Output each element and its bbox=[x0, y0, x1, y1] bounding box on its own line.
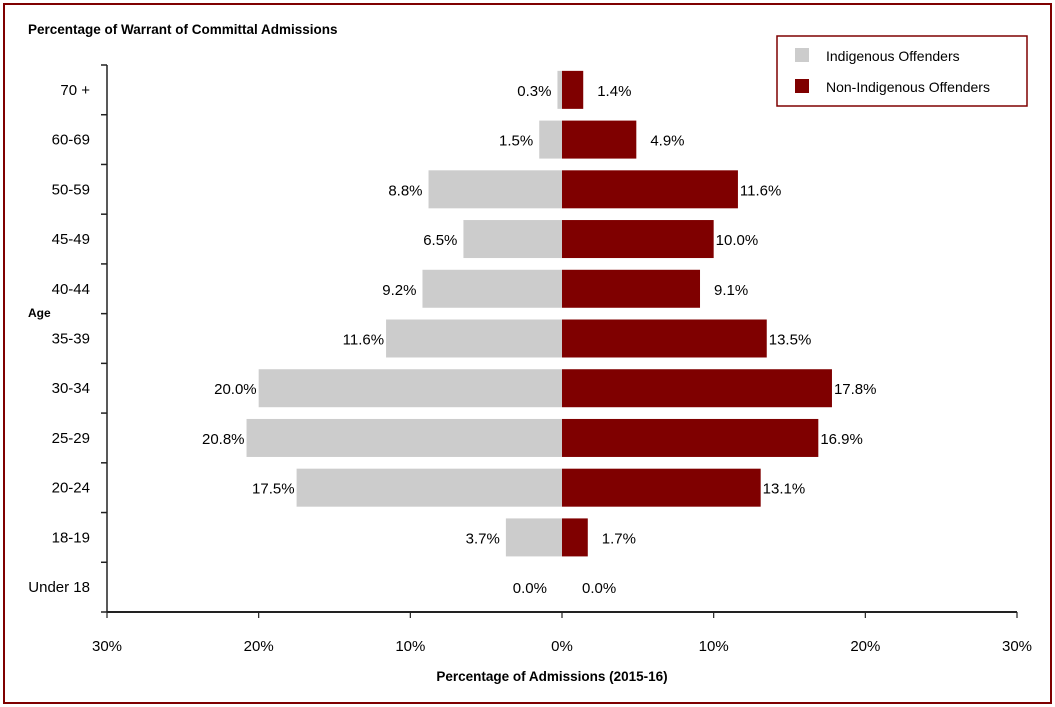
non-indigenous-bar bbox=[562, 269, 701, 308]
y-tick-label: 18-19 bbox=[52, 529, 90, 546]
non-indigenous-data-label: 13.1% bbox=[763, 481, 806, 498]
indigenous-data-label: 20.8% bbox=[202, 431, 245, 448]
non-indigenous-bar bbox=[562, 369, 832, 408]
y-tick-label: 60-69 bbox=[52, 132, 90, 149]
non-indigenous-data-label: 17.8% bbox=[834, 381, 877, 398]
legend: Indigenous Offenders Non-Indigenous Offe… bbox=[776, 35, 1028, 107]
indigenous-data-label: 17.5% bbox=[252, 481, 295, 498]
x-tick-label: 30% bbox=[1002, 638, 1032, 655]
non-indigenous-data-label: 11.6% bbox=[740, 182, 781, 199]
x-tick-label: 10% bbox=[395, 638, 425, 655]
non-indigenous-data-label: 1.7% bbox=[602, 530, 636, 547]
indigenous-bar bbox=[246, 418, 563, 457]
indigenous-data-label: 6.5% bbox=[423, 232, 457, 249]
x-tick-label: 10% bbox=[699, 638, 729, 655]
y-tick-label: Under 18 bbox=[28, 579, 90, 596]
indigenous-data-label: 0.0% bbox=[513, 580, 547, 597]
x-tick-label: 20% bbox=[850, 638, 880, 655]
y-tick-label: 35-39 bbox=[52, 331, 90, 348]
non-indigenous-bar bbox=[562, 120, 637, 159]
indigenous-bar bbox=[505, 518, 562, 557]
y-tick-label: 30-34 bbox=[52, 380, 90, 397]
indigenous-bar bbox=[557, 70, 562, 109]
indigenous-bar bbox=[428, 170, 562, 209]
x-tick-label: 20% bbox=[244, 638, 274, 655]
indigenous-bar bbox=[422, 269, 562, 308]
legend-swatch-non-indigenous bbox=[795, 79, 809, 93]
indigenous-data-label: 1.5% bbox=[499, 133, 533, 150]
indigenous-bar bbox=[258, 369, 562, 408]
non-indigenous-bar bbox=[562, 418, 819, 457]
y-tick-label: 50-59 bbox=[52, 181, 90, 198]
y-tick-label: 70 + bbox=[60, 82, 90, 99]
x-tick-label: 0% bbox=[551, 638, 573, 655]
non-indigenous-bar bbox=[562, 518, 588, 557]
non-indigenous-data-label: 10.0% bbox=[716, 232, 759, 249]
non-indigenous-data-label: 16.9% bbox=[820, 431, 863, 448]
legend-label-non-indigenous: Non-Indigenous Offenders bbox=[826, 79, 990, 95]
indigenous-data-label: 8.8% bbox=[388, 182, 422, 199]
non-indigenous-data-label: 0.0% bbox=[582, 580, 616, 597]
legend-swatch-indigenous bbox=[795, 48, 809, 62]
indigenous-data-label: 0.3% bbox=[517, 83, 551, 100]
x-tick-label: 30% bbox=[92, 638, 122, 655]
non-indigenous-data-label: 4.9% bbox=[650, 133, 684, 150]
non-indigenous-bar bbox=[562, 220, 714, 259]
indigenous-data-label: 9.2% bbox=[382, 282, 416, 299]
non-indigenous-bar bbox=[562, 468, 761, 507]
non-indigenous-bar bbox=[562, 319, 767, 358]
chart-frame bbox=[3, 3, 1052, 704]
y-axis-label: Age bbox=[28, 306, 51, 320]
indigenous-data-label: 11.6% bbox=[343, 332, 384, 349]
x-axis-label: Percentage of Admissions (2015-16) bbox=[436, 669, 667, 684]
non-indigenous-data-label: 1.4% bbox=[597, 83, 631, 100]
y-tick-label: 25-29 bbox=[52, 430, 90, 447]
y-tick-label: 40-44 bbox=[52, 281, 90, 298]
legend-label-indigenous: Indigenous Offenders bbox=[826, 48, 960, 64]
y-tick-label: 20-24 bbox=[52, 480, 90, 497]
indigenous-bar bbox=[296, 468, 562, 507]
indigenous-bar bbox=[539, 120, 562, 159]
non-indigenous-bar bbox=[562, 70, 584, 109]
indigenous-data-label: 3.7% bbox=[466, 530, 500, 547]
chart-title: Percentage of Warrant of Committal Admis… bbox=[28, 22, 338, 37]
non-indigenous-bar bbox=[562, 170, 738, 209]
y-tick-label: 45-49 bbox=[52, 231, 90, 248]
non-indigenous-data-label: 9.1% bbox=[714, 282, 748, 299]
indigenous-bar bbox=[386, 319, 562, 358]
indigenous-bar bbox=[463, 220, 562, 259]
indigenous-data-label: 20.0% bbox=[214, 381, 257, 398]
legend-box bbox=[776, 35, 1028, 107]
non-indigenous-data-label: 13.5% bbox=[769, 332, 812, 349]
